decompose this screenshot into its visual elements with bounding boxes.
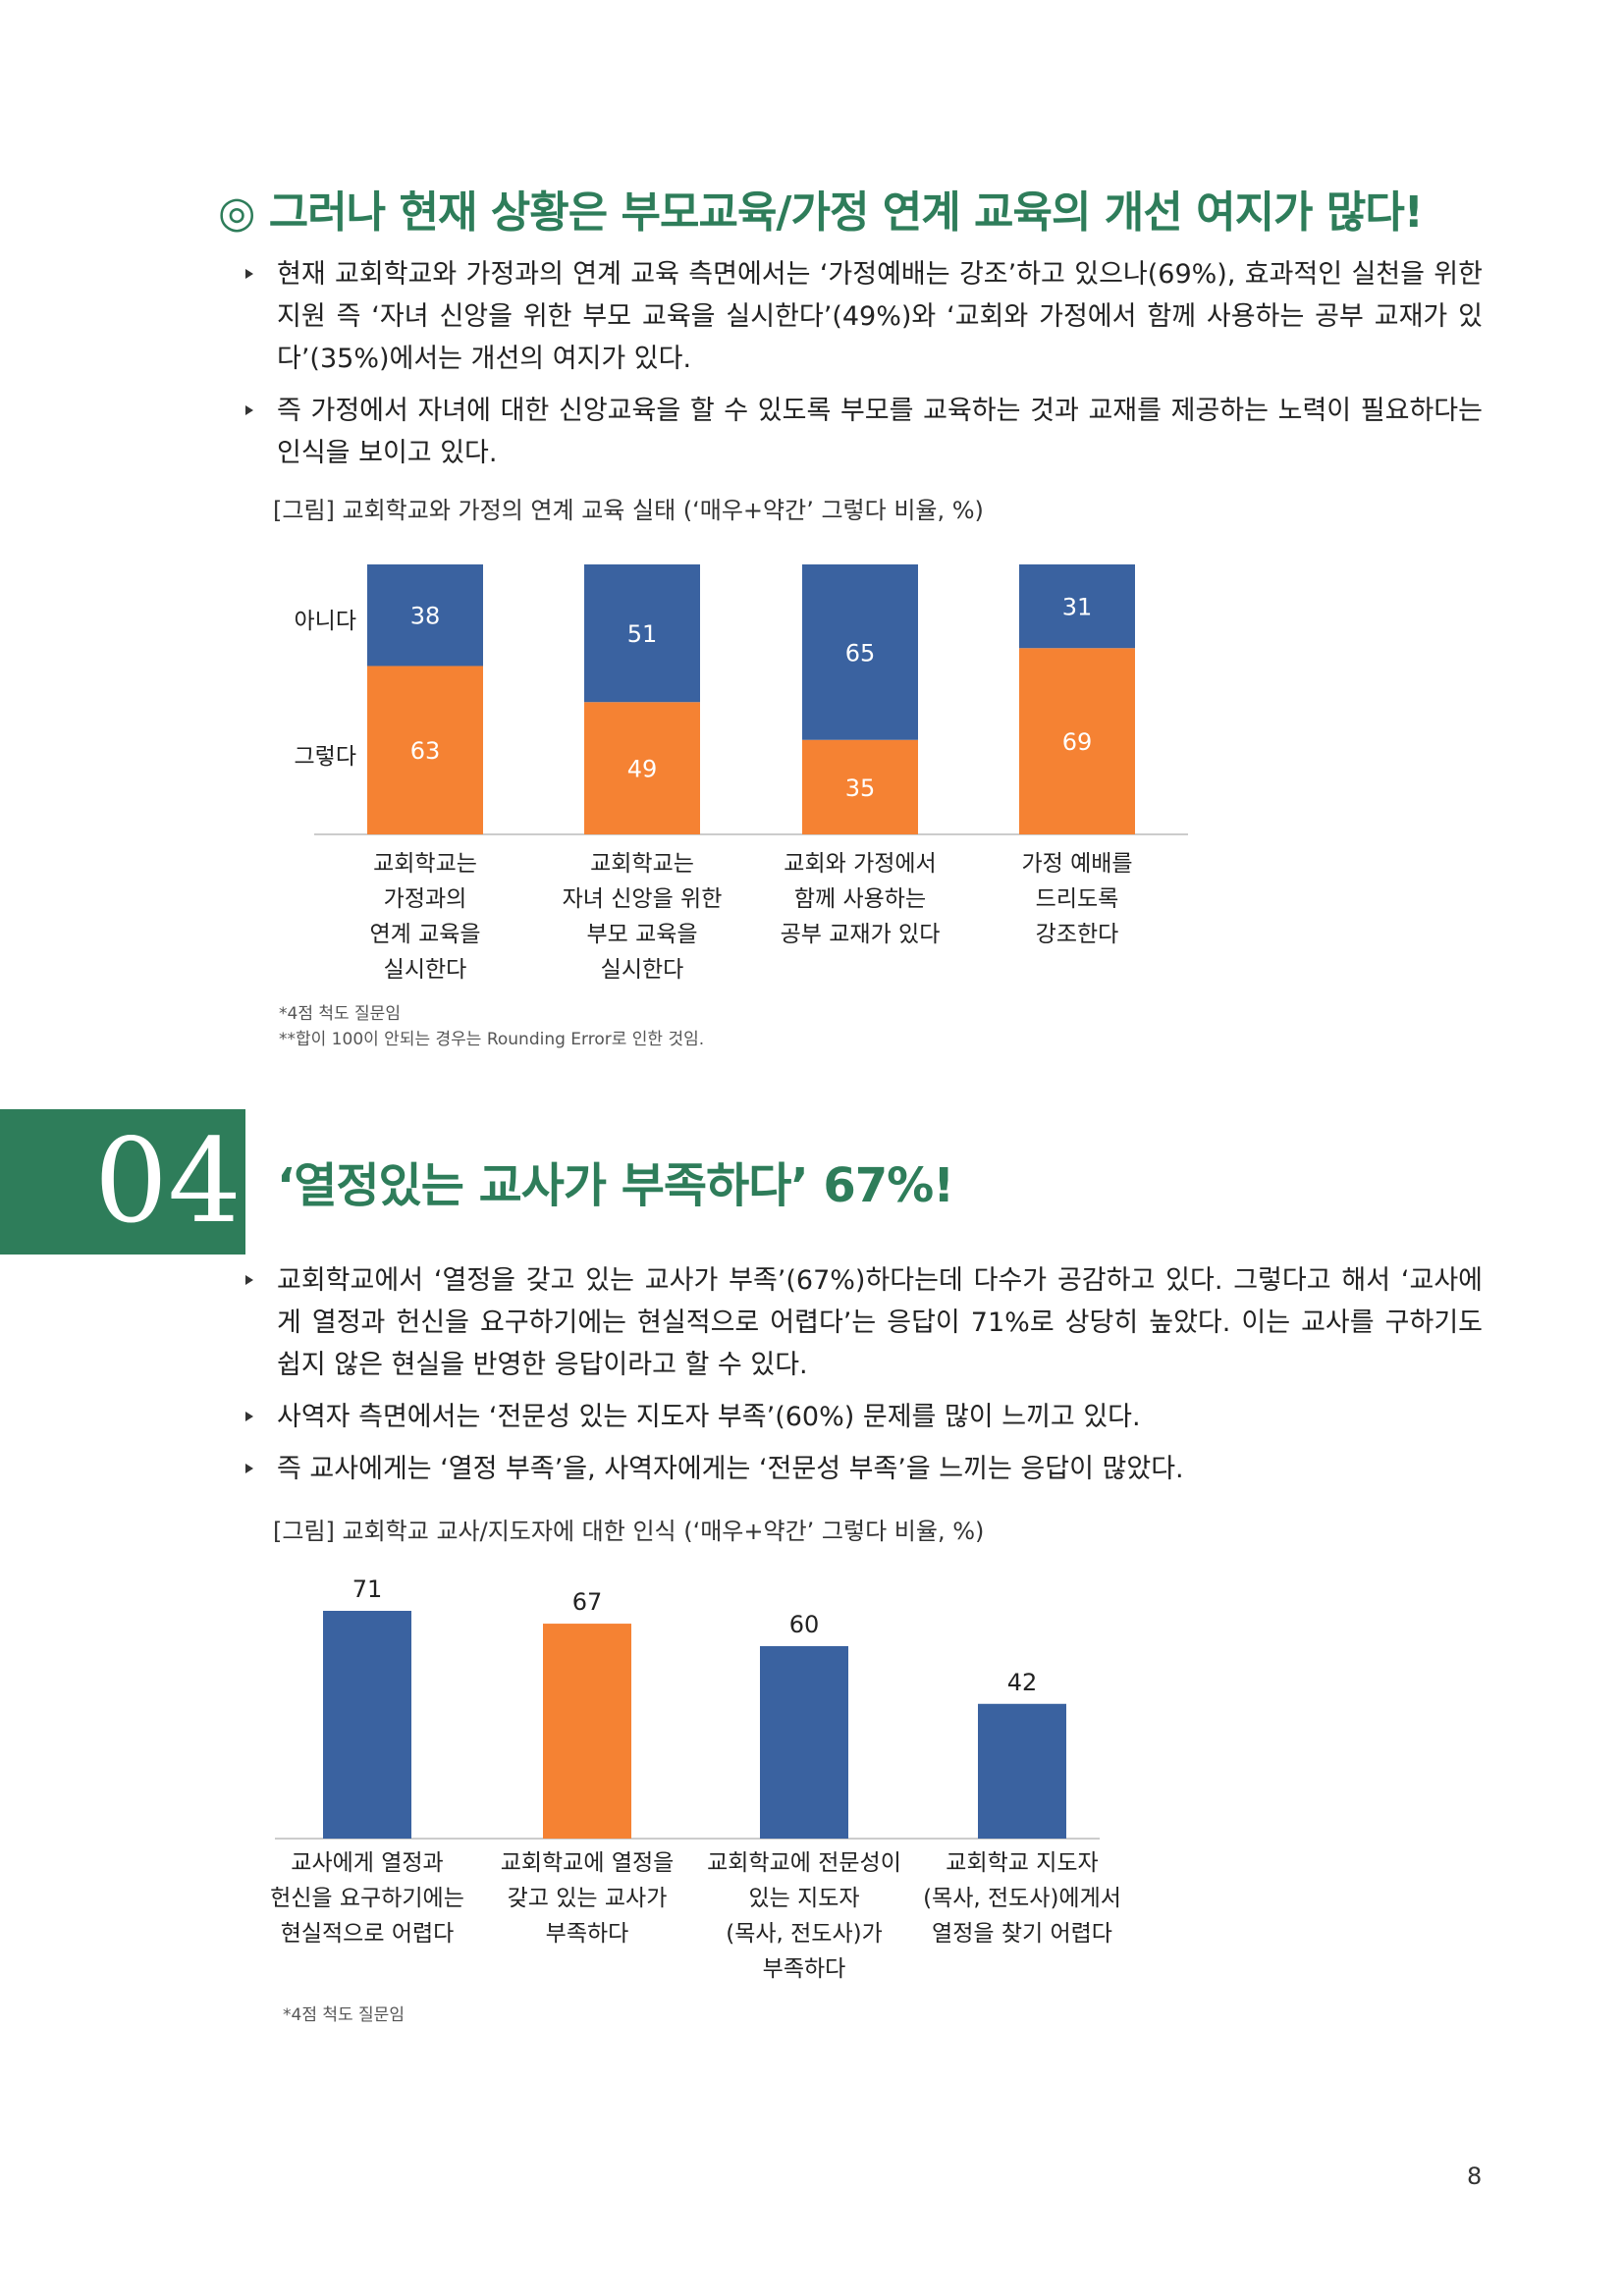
data-label: 63 — [410, 737, 441, 765]
legend-label: 그렇다 — [295, 744, 356, 770]
chart2-notes: *4점 척도 질문임 — [283, 2002, 405, 2028]
data-label: 31 — [1062, 594, 1093, 621]
chart2-category-label-line: (목사, 전도사)에게서 — [923, 1886, 1121, 1911]
chart1-category-label-line: 드리도록 — [1035, 886, 1119, 912]
figure-caption: [그림] 교회학교와 가정의 연계 교육 실태 (‘매우+약간’ 그렇다 비율,… — [273, 497, 984, 524]
bar-segment-yes — [1019, 648, 1135, 834]
chart2-category-label-line: 열정을 찾기 어렵다 — [932, 1921, 1112, 1947]
chart1-category-label-line: 연계 교육을 — [369, 922, 481, 947]
section-number-box — [0, 1109, 245, 1255]
bullet-item: 즉 가정에서 자녀에 대한 신앙교육을 할 수 있도록 부모를 교육하는 것과 … — [245, 390, 1483, 474]
bar — [323, 1611, 411, 1839]
note: **합이 100이 안되는 경우는 Rounding Error로 인한 것임. — [279, 1030, 705, 1049]
chart1-category-label-line: 교회학교는 — [373, 851, 477, 877]
figure-caption: [그림] 교회학교 교사/지도자에 대한 인식 (‘매우+약간’ 그렇다 비율,… — [273, 1518, 985, 1545]
chart2-category-label-line: 교회학교에 열정을 — [500, 1850, 675, 1876]
chart2-category-label-line: (목사, 전도사)가 — [726, 1921, 883, 1947]
bar-segment-no — [584, 564, 700, 703]
data-label: 60 — [789, 1611, 820, 1638]
data-label: 38 — [410, 603, 441, 630]
bar-chart: 71 67 60 42 — [275, 1575, 1100, 1840]
chart1-category-label-line: 가정 예배를 — [1021, 851, 1133, 877]
bar — [760, 1645, 848, 1839]
chart1-category-label-line: 가정과의 — [383, 886, 467, 912]
data-label: 69 — [1062, 728, 1093, 756]
bar-segment-no — [367, 564, 483, 667]
chart1-category-label-line: 강조한다 — [1035, 922, 1119, 947]
chart1-notes: *4점 척도 질문임 **합이 100이 안되는 경우는 Rounding Er… — [279, 1001, 704, 1052]
bar-segment-yes — [367, 666, 483, 834]
data-label: 67 — [572, 1588, 603, 1616]
bullet-item: 사역자 측면에서는 ‘전문성 있는 지도자 부족’(60%) 문제를 많이 느끼… — [245, 1396, 1483, 1438]
chart1-category-label-line: 부모 교육을 — [586, 922, 698, 947]
data-label: 35 — [845, 774, 876, 802]
chart1-category-label-line: 실시한다 — [383, 957, 467, 983]
bar — [543, 1624, 631, 1839]
bullet-item: 즉 교사에게는 ‘열정 부족’을, 사역자에게는 ‘전문성 부족’을 느끼는 응… — [245, 1448, 1483, 1490]
chart1-category-label-line: 공부 교재가 있다 — [780, 922, 941, 947]
chart2-category-label-line: 교사에게 열정과 — [291, 1850, 444, 1876]
bar-segment-no — [1019, 564, 1135, 649]
chart2-category-label-line: 부족하다 — [762, 1956, 846, 1982]
chart2-category-label-line: 헌신을 요구하기에는 — [270, 1886, 464, 1911]
note: *4점 척도 질문임 — [279, 1004, 401, 1024]
bar-segment-yes — [584, 702, 700, 834]
chart2-category-label-line: 있는 지도자 — [748, 1886, 860, 1911]
bar-segment-no — [802, 564, 918, 740]
bar — [978, 1703, 1066, 1839]
data-label: 65 — [845, 639, 876, 667]
chart1-category-label-line: 교회학교는 — [590, 851, 694, 877]
chart1-category-label-line: 실시한다 — [600, 957, 684, 983]
section-heading: ◎ 그러나 현재 상황은 부모교육/가정 연계 교육의 개선 여지가 많다! — [218, 187, 1424, 238]
bullet-item: 현재 교회학교와 가정과의 연계 교육 측면에서는 ‘가정예배는 강조’하고 있… — [245, 253, 1483, 380]
bullet-list: 현재 교회학교와 가정과의 연계 교육 측면에서는 ‘가정예배는 강조’하고 있… — [245, 253, 1483, 484]
data-label: 42 — [1007, 1669, 1038, 1696]
data-label: 51 — [627, 620, 658, 648]
chart2-category-label-line: 부족하다 — [545, 1921, 629, 1947]
note: *4점 척도 질문임 — [283, 2005, 405, 2025]
chart2-category-label-line: 교회학교 지도자 — [946, 1850, 1099, 1876]
chart1-category-labels: 교회학교는 가정과의 연계 교육을 실시한다 교회학교는 자녀 신앙을 위한 부모 교육을 실… — [275, 846, 1217, 993]
legend-label: 아니다 — [295, 609, 356, 634]
chart2-category-label-line: 갖고 있는 교사가 — [507, 1886, 668, 1911]
data-label: 71 — [352, 1575, 383, 1603]
chart2-category-label-line: 교회학교에 전문성이 — [707, 1850, 901, 1876]
chart1-category-label-line: 교회와 가정에서 — [784, 851, 937, 877]
bullet-list: 교회학교에서 ‘열정을 갖고 있는 교사가 부족’(67%)하다는데 다수가 공… — [245, 1259, 1483, 1500]
bar-segment-yes — [802, 739, 918, 834]
bullet-item: 교회학교에서 ‘열정을 갖고 있는 교사가 부족’(67%)하다는데 다수가 공… — [245, 1259, 1483, 1386]
chart2-category-label-line: 현실적으로 어렵다 — [280, 1921, 455, 1947]
page-number: 8 — [1467, 2163, 1483, 2190]
section-number: 04 — [93, 1113, 242, 1249]
chart1-category-label-line: 함께 사용하는 — [793, 886, 927, 912]
section-heading: ‘열정있는 교사가 부족하다’ 67%! — [277, 1158, 954, 1213]
chart1-category-label-line: 자녀 신앙을 위한 — [562, 886, 723, 912]
data-label: 49 — [627, 756, 658, 783]
